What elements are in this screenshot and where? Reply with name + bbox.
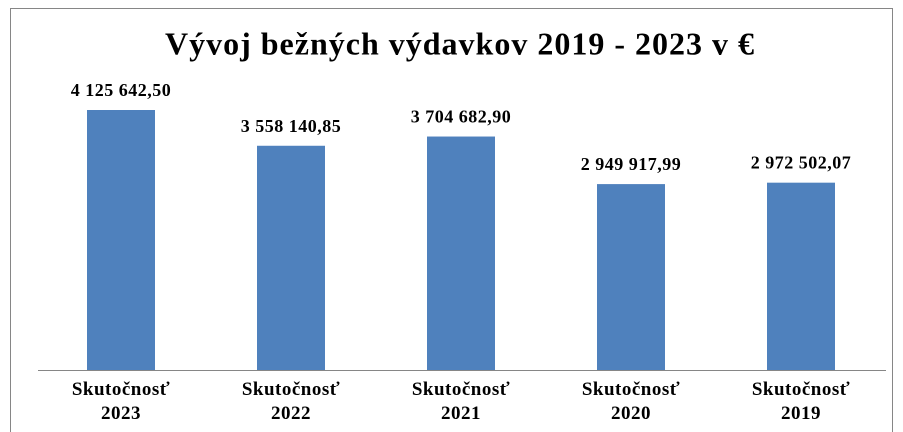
x-tick-label: Skutočnosť 2022 bbox=[241, 379, 341, 424]
bar bbox=[87, 110, 155, 370]
data-label: 4 125 642,50 bbox=[71, 80, 172, 100]
x-tick-label: Skutočnosť 2021 bbox=[411, 379, 511, 424]
data-label: 2 972 502,07 bbox=[751, 153, 852, 173]
x-tick-label: Skutočnosť 2023 bbox=[71, 379, 171, 424]
bar bbox=[257, 145, 325, 370]
x-tick-label: Skutočnosť 2019 bbox=[751, 379, 851, 424]
bar bbox=[597, 184, 665, 370]
data-label: 3 704 682,90 bbox=[411, 107, 512, 127]
data-label: 2 949 917,99 bbox=[581, 154, 682, 174]
data-label: 3 558 140,85 bbox=[241, 116, 342, 136]
bar bbox=[427, 136, 495, 370]
x-tick-label: Skutočnosť 2020 bbox=[581, 379, 681, 424]
chart-title: Vývoj bežných výdavkov 2019 - 2023 v € bbox=[165, 25, 755, 61]
bar bbox=[767, 182, 835, 370]
